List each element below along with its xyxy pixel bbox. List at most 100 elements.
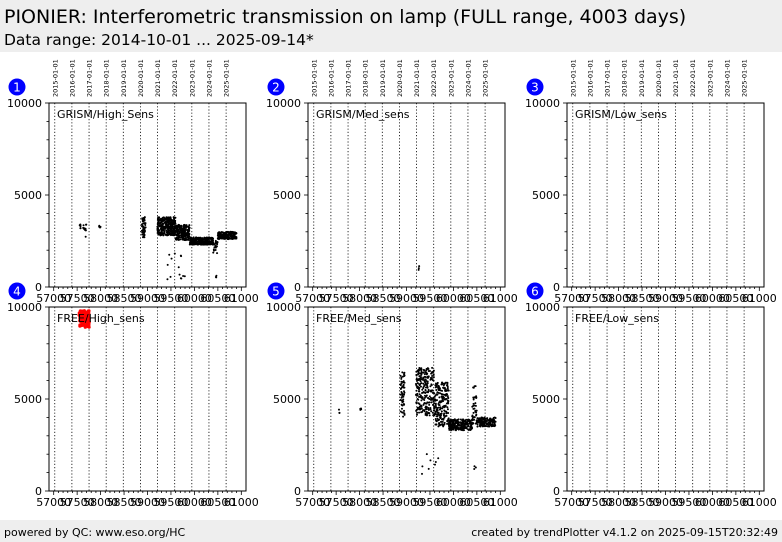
data-point — [428, 398, 431, 401]
data-point — [438, 408, 441, 411]
date-tick-label: 2023-01-01 — [188, 59, 196, 97]
data-point — [169, 216, 172, 219]
data-point — [432, 400, 435, 403]
data-point — [418, 406, 421, 409]
data-point — [427, 375, 430, 378]
data-point — [419, 395, 422, 398]
data-point — [418, 375, 421, 378]
data-point — [417, 372, 420, 375]
data-point — [168, 220, 171, 223]
x-tick-label: 59500 — [671, 292, 706, 305]
data-point — [165, 229, 168, 232]
data-point — [180, 227, 183, 230]
data-point — [197, 240, 200, 243]
data-point — [430, 383, 433, 386]
data-point — [446, 387, 449, 390]
data-point — [423, 384, 426, 387]
data-point — [200, 237, 203, 240]
date-tick-label: 2021-01-01 — [672, 59, 680, 97]
data-point — [166, 278, 169, 281]
data-point — [157, 218, 160, 221]
panel-badge — [267, 282, 285, 300]
data-point — [141, 233, 144, 236]
data-point — [417, 268, 420, 271]
data-point — [473, 416, 476, 419]
data-point — [443, 387, 446, 390]
panel-badge-number: 3 — [531, 81, 539, 95]
data-point — [454, 424, 457, 427]
data-point — [469, 428, 472, 431]
x-tick-label: 60500 — [200, 496, 235, 509]
data-point — [452, 418, 455, 421]
data-point — [168, 253, 171, 256]
data-point — [166, 231, 169, 234]
data-point — [421, 371, 424, 374]
x-tick-label: 57000 — [295, 292, 330, 305]
x-tick-label: 59000 — [648, 496, 683, 509]
data-point — [470, 425, 473, 428]
data-point — [473, 467, 476, 470]
data-point — [416, 394, 419, 397]
data-point — [428, 414, 431, 417]
data-point — [429, 459, 432, 462]
data-point — [206, 242, 209, 245]
data-point — [165, 233, 168, 236]
data-point — [179, 238, 182, 241]
x-tick-label: 61000 — [742, 292, 777, 305]
data-point — [158, 224, 161, 227]
data-point — [424, 378, 427, 381]
data-point — [202, 238, 205, 241]
data-point — [400, 403, 403, 406]
data-point — [486, 423, 489, 426]
data-point — [431, 374, 434, 377]
data-point — [435, 385, 438, 388]
data-point — [430, 376, 433, 379]
data-point — [142, 219, 145, 222]
data-point — [434, 461, 437, 464]
data-point — [161, 223, 164, 226]
data-point — [442, 397, 445, 400]
data-point — [456, 427, 459, 430]
data-point — [188, 243, 191, 246]
data-point — [478, 424, 481, 427]
panel-frame — [566, 102, 765, 288]
date-tick-label: 2016-01-01 — [586, 59, 594, 97]
data-point — [416, 392, 419, 395]
data-point — [440, 395, 443, 398]
x-tick-label: 57000 — [554, 292, 589, 305]
data-point — [164, 227, 167, 230]
x-tick-label: 60000 — [436, 496, 471, 509]
y-tick-label: 5000 — [532, 393, 560, 406]
data-point — [415, 401, 418, 404]
data-point — [432, 403, 435, 406]
panel-badge-number: 2 — [272, 81, 280, 95]
panel-label: FREE/Low_sens — [575, 312, 659, 325]
x-tick-label: 58500 — [107, 292, 142, 305]
data-point — [462, 425, 465, 428]
x-tick-label: 57000 — [554, 496, 589, 509]
panel-6: 0500010000570005750058000585005900059500… — [525, 282, 777, 509]
data-point — [85, 310, 90, 314]
data-point — [143, 217, 146, 220]
data-point — [438, 418, 441, 421]
date-tick-label: 2018-01-01 — [362, 59, 370, 97]
data-point — [475, 413, 478, 416]
y-tick-label: 5000 — [273, 189, 301, 202]
data-point — [422, 403, 425, 406]
date-tick-label: 2015-01-01 — [569, 59, 577, 97]
x-tick-label: 58000 — [342, 292, 377, 305]
data-point — [465, 422, 468, 425]
data-point — [401, 375, 404, 378]
data-point — [471, 419, 474, 422]
data-point — [437, 385, 440, 388]
data-point — [226, 233, 229, 236]
data-point — [176, 230, 179, 233]
data-point — [466, 420, 469, 423]
data-point — [174, 216, 177, 219]
data-point — [445, 384, 448, 387]
panel-badge-number: 1 — [13, 81, 21, 95]
data-point — [403, 409, 406, 412]
data-point — [169, 225, 172, 228]
data-point — [457, 428, 460, 431]
data-point — [441, 407, 444, 410]
